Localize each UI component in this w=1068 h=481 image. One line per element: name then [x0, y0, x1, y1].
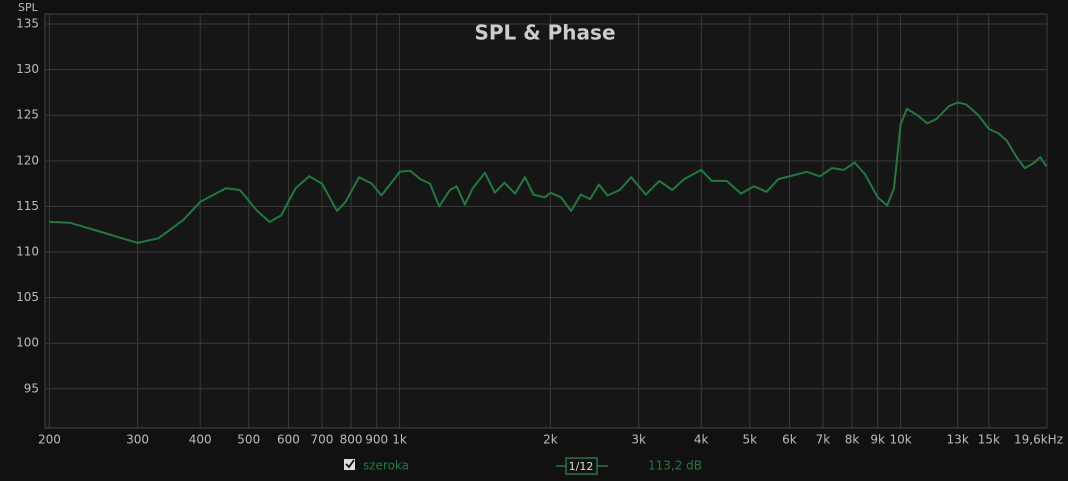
y-tick-label: 105 — [16, 290, 39, 304]
y-tick-label: 135 — [16, 17, 39, 31]
y-tick-label: 100 — [16, 336, 39, 350]
x-tick-label: 4k — [694, 433, 709, 447]
smoothing-box[interactable] — [565, 457, 598, 475]
legend-entry[interactable]: szeroka — [363, 459, 409, 473]
x-tick-label: 200 — [38, 433, 61, 447]
level-label: 113,2 dB — [648, 459, 702, 473]
y-tick-label: 120 — [16, 153, 39, 167]
x-tick-label: 900 — [365, 433, 388, 447]
x-tick-label: 400 — [189, 433, 212, 447]
x-tick-label: 9k — [870, 433, 885, 447]
x-tick-label: 8k — [845, 433, 860, 447]
y-tick-label: 130 — [16, 62, 39, 76]
x-tick-label: 3k — [631, 433, 646, 447]
x-tick-label: 600 — [277, 433, 300, 447]
x-tick-label: 5k — [742, 433, 757, 447]
x-tick-label: 800 — [340, 433, 363, 447]
x-tick-label: 15k — [978, 433, 1000, 447]
plot-area — [44, 13, 1048, 429]
x-tick-label: 700 — [311, 433, 334, 447]
chart-title: SPL & Phase — [474, 21, 615, 45]
x-tick-label: 500 — [237, 433, 260, 447]
x-tick-label: 13k — [947, 433, 969, 447]
x-tick-label: 1k — [392, 433, 407, 447]
spl-line — [49, 101, 1048, 244]
x-tick-label: 10k — [889, 433, 911, 447]
y-tick-label: 110 — [16, 245, 39, 259]
y-tick-label: 115 — [16, 199, 39, 213]
x-tick-label: 300 — [126, 433, 149, 447]
legend-checkbox[interactable] — [344, 459, 355, 470]
x-tick-label: 7k — [816, 433, 831, 447]
y-tick-label: 95 — [24, 381, 39, 395]
y-tick-label: 125 — [16, 108, 39, 122]
x-tick-label: 19,6kHz — [1014, 433, 1063, 447]
check-mark — [345, 459, 355, 469]
x-tick-label: 2k — [543, 433, 558, 447]
smoothing-label[interactable]: 1/12 — [569, 460, 594, 473]
x-tick-label: 6k — [782, 433, 797, 447]
y-axis-label: SPL — [18, 1, 39, 14]
